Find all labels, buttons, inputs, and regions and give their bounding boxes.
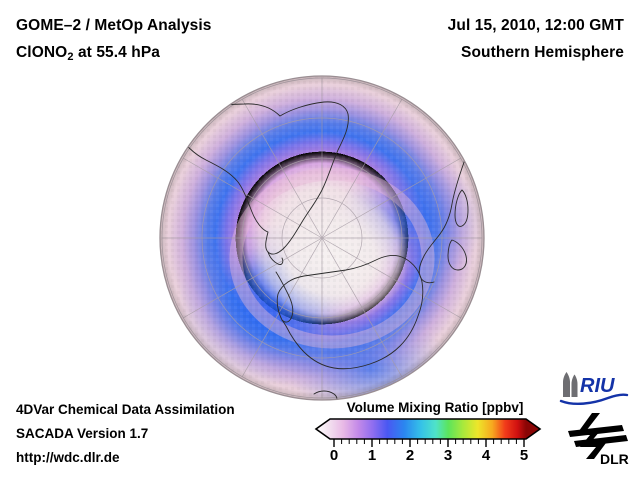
colorbar-ticks [333, 439, 525, 447]
footer-url[interactable]: http://wdc.dlr.de [16, 450, 120, 465]
hemisphere-label: Southern Hemisphere [461, 44, 624, 61]
colorbar-outline [314, 418, 542, 440]
species-name: ClONO [16, 44, 68, 61]
riu-swoosh-icon [559, 393, 629, 406]
riu-logo: RIU [558, 371, 630, 407]
timestamp-label: Jul 15, 2010, 12:00 GMT [447, 17, 624, 34]
globe-svg [159, 75, 485, 401]
dlr-wordmark: DLR [600, 451, 629, 467]
colorbar-tick-0: 0 [329, 447, 339, 464]
dlr-mark-icon [568, 413, 628, 459]
footer-version: SACADA Version 1.7 [16, 426, 149, 441]
globe-limb-outline [159, 75, 485, 401]
colorbar-title: Volume Mixing Ratio [ppbv] [346, 400, 524, 415]
footer-method: 4DVar Chemical Data Assimilation [16, 402, 235, 417]
riu-spires-icon [563, 372, 578, 397]
colorbar-right-arrow [526, 419, 540, 439]
dlr-logo: DLR [566, 411, 632, 467]
colorbar-tick-3: 3 [443, 447, 453, 464]
species-subscript: 2 [67, 51, 74, 63]
limb-shading [160, 76, 484, 400]
globe-map [156, 72, 488, 404]
riu-wordmark: RIU [580, 375, 615, 397]
riu-logo-svg: RIU [559, 372, 629, 406]
colorbar-tick-4: 4 [481, 447, 491, 464]
globe-disk [160, 76, 484, 400]
page-title-instrument: GOME–2 / MetOp Analysis [16, 17, 212, 34]
colorbar: 0 1 2 3 4 5 [312, 417, 544, 475]
species-level: at 55.4 hPa [73, 44, 161, 61]
colorbar-minor-ticks [341, 439, 517, 444]
colorbar-svg [314, 418, 542, 447]
dlr-logo-svg: DLR [568, 413, 629, 467]
colorbar-tick-5: 5 [519, 447, 529, 464]
colorbar-tick-1: 1 [367, 447, 377, 464]
colorbar-tick-2: 2 [405, 447, 415, 464]
colorbar-gradient [316, 419, 526, 439]
page-title-species: ClONO2 at 55.4 hPa [16, 44, 160, 63]
